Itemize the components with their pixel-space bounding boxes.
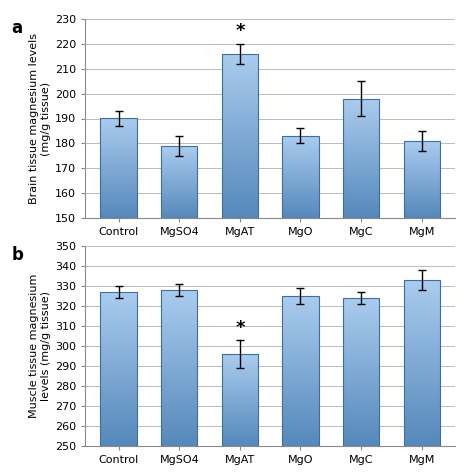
- Text: *: *: [235, 319, 245, 337]
- Y-axis label: Brain tissue magnesium levels
(mg/g tissue): Brain tissue magnesium levels (mg/g tiss…: [29, 33, 51, 204]
- Bar: [283, 136, 319, 218]
- Bar: [222, 354, 258, 446]
- Bar: [100, 292, 137, 446]
- Bar: [161, 290, 198, 446]
- Y-axis label: Muscle tissue magnesium
levels (mg/g tissue): Muscle tissue magnesium levels (mg/g tis…: [29, 274, 51, 418]
- Bar: [403, 280, 440, 446]
- Bar: [343, 99, 379, 218]
- Bar: [283, 296, 319, 446]
- Text: a: a: [11, 19, 22, 37]
- Text: b: b: [11, 246, 23, 264]
- Bar: [100, 118, 137, 218]
- Bar: [222, 54, 258, 218]
- Bar: [161, 146, 198, 218]
- Bar: [343, 298, 379, 446]
- Text: *: *: [235, 22, 245, 40]
- Bar: [403, 141, 440, 218]
